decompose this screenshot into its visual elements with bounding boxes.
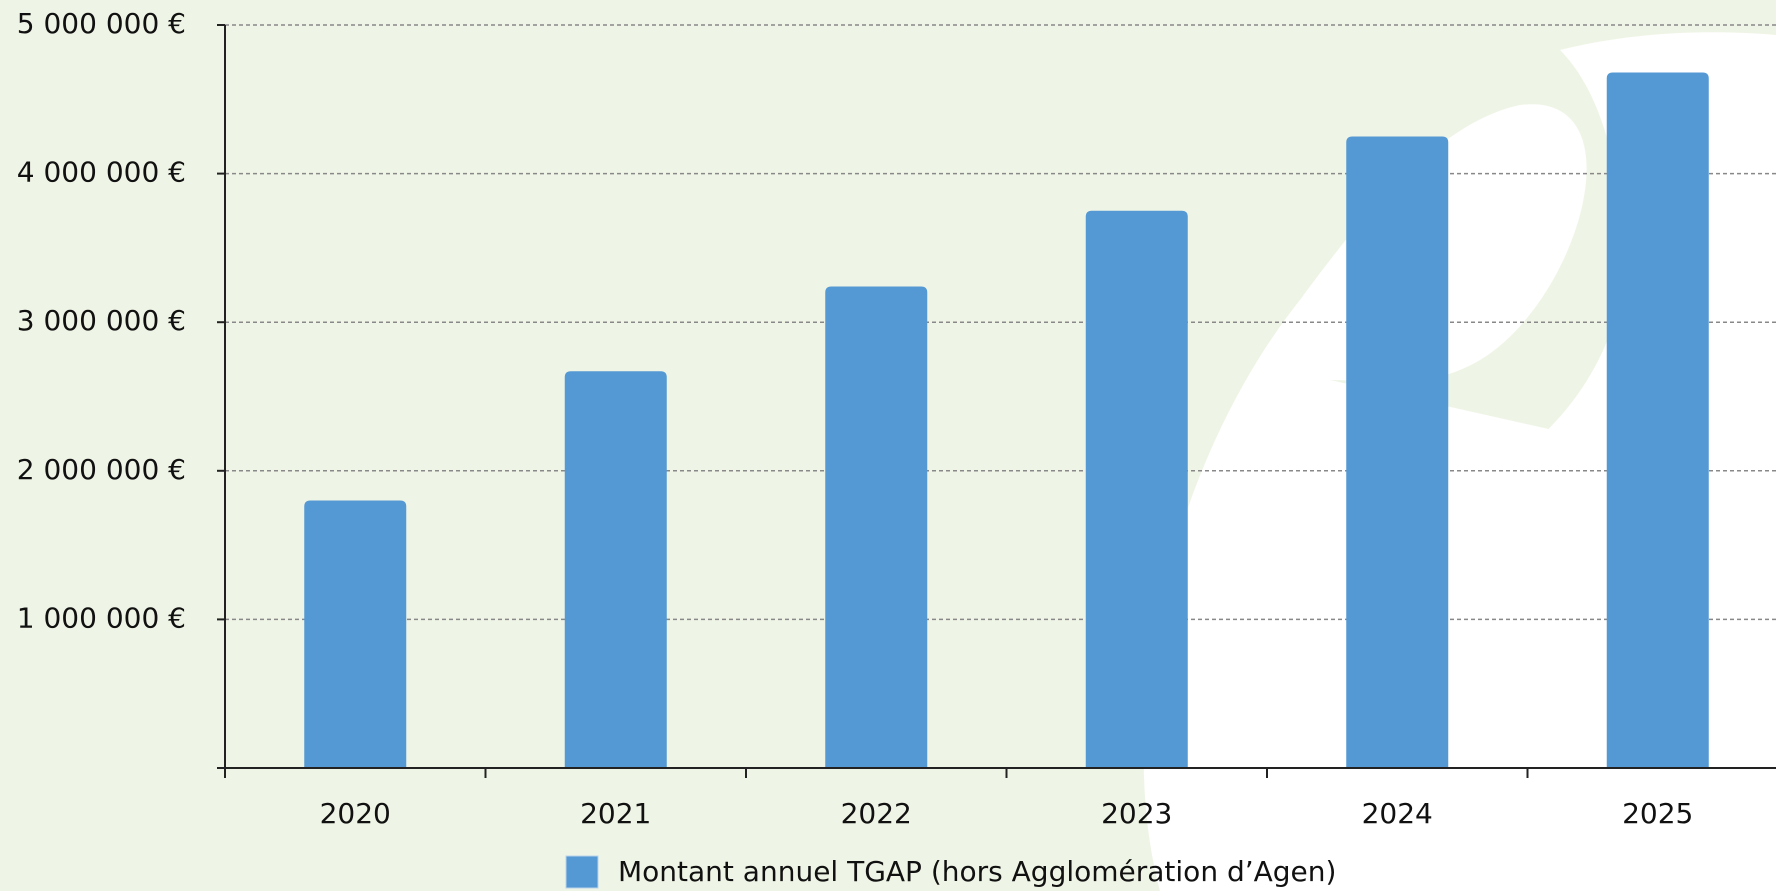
bar (825, 286, 928, 768)
bar (564, 371, 667, 768)
bar (1346, 136, 1449, 768)
bar (304, 500, 407, 768)
y-tick-label: 3 000 000 € (17, 304, 186, 337)
y-tick-label: 5 000 000 € (17, 7, 186, 40)
x-tick-label: 2024 (1362, 797, 1433, 830)
legend-swatch (565, 855, 599, 889)
x-tick-label: 2020 (320, 797, 391, 830)
y-tick-label: 4 000 000 € (17, 156, 186, 189)
x-tick-label: 2021 (580, 797, 651, 830)
legend-label: Montant annuel TGAP (hors Agglomération … (618, 855, 1336, 888)
bar (1606, 72, 1709, 768)
y-tick-label: 2 000 000 € (17, 453, 186, 486)
x-tick-label: 2023 (1101, 797, 1172, 830)
x-tick-label: 2025 (1622, 797, 1693, 830)
bar (1085, 210, 1188, 768)
y-tick-label: 1 000 000 € (17, 601, 186, 634)
x-tick-label: 2022 (841, 797, 912, 830)
